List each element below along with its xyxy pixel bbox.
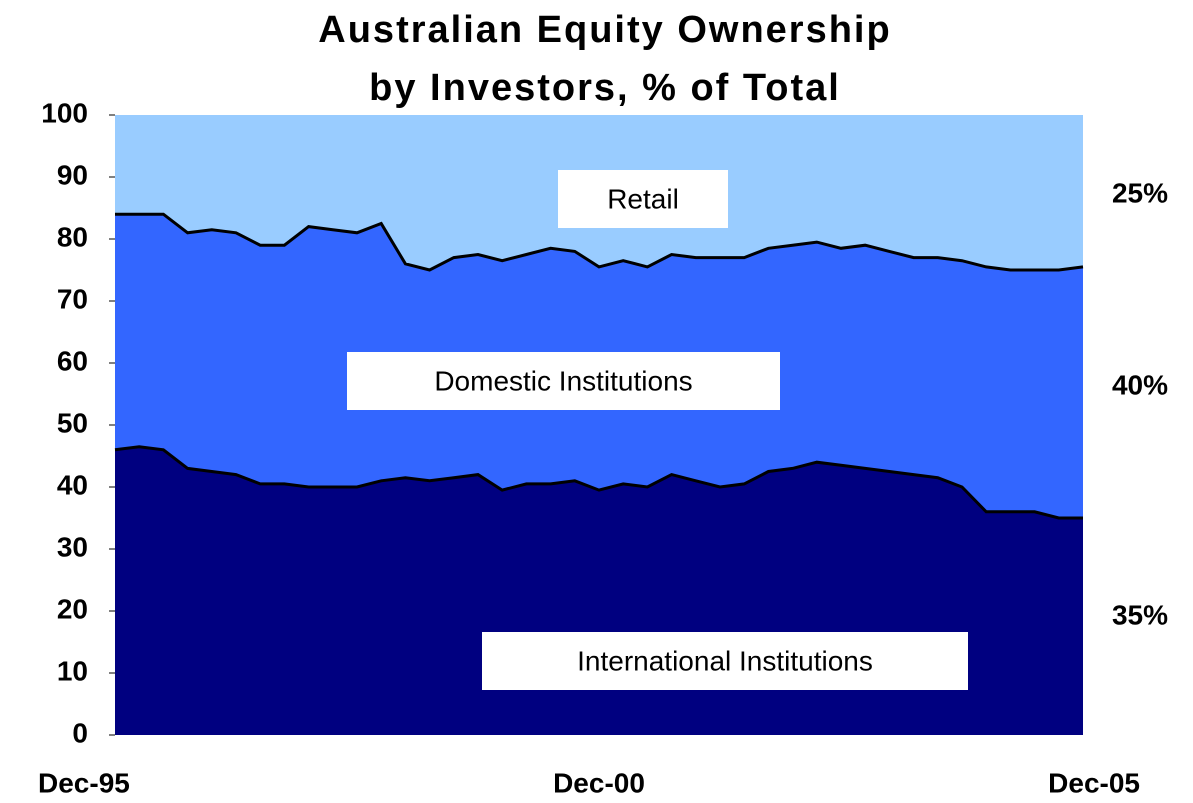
y-tick-label: 40: [57, 469, 88, 500]
annotation: 35%: [1112, 599, 1168, 630]
y-tick-label: 80: [57, 221, 88, 252]
legend-label: Retail: [607, 183, 679, 214]
annotation: 25%: [1112, 177, 1168, 208]
y-tick-label: 60: [57, 345, 88, 376]
y-tick-label: 0: [72, 717, 88, 748]
chart-title: Australian Equity Ownership: [318, 9, 891, 51]
annotation: 40%: [1112, 369, 1168, 400]
legend-label: Domestic Institutions: [434, 365, 692, 396]
y-tick-label: 10: [57, 655, 88, 686]
y-tick-label: 50: [57, 407, 88, 438]
y-tick-label: 90: [57, 159, 88, 190]
y-tick-label: 20: [57, 593, 88, 624]
area-edge: [114, 445, 1083, 520]
legend-box: [558, 170, 728, 228]
legend-label: International Institutions: [577, 645, 873, 676]
x-tick-label: Dec-05: [1048, 767, 1140, 798]
y-tick-label: 70: [57, 283, 88, 314]
legend-box: [347, 352, 780, 410]
x-tick-label: Dec-95: [38, 767, 130, 798]
chart-title: by Investors, % of Total: [369, 67, 841, 109]
x-tick-label: Dec-00: [553, 767, 645, 798]
y-tick-label: 100: [41, 97, 88, 128]
legend-box: [482, 632, 968, 690]
y-tick-label: 30: [57, 531, 88, 562]
area-edge: [115, 212, 1084, 272]
